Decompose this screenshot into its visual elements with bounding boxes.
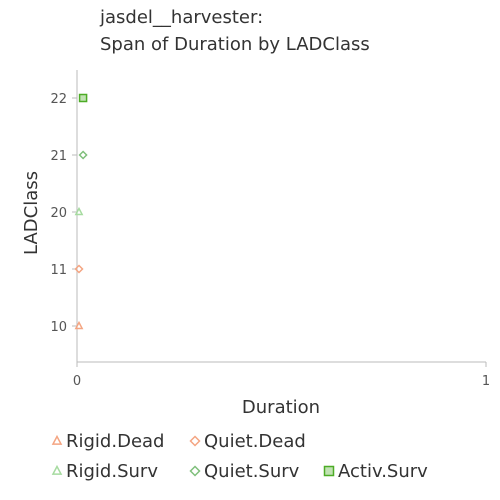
legend-marker [51,464,63,475]
y-tick-label: 20 [50,206,67,221]
chart-title: jasdel__harvester: Span of Duration by L… [99,7,370,55]
y-tick-label: 22 [50,92,67,107]
axes: 0 1 10 11 20 21 22 [50,70,490,389]
chart-title-line-1: jasdel__harvester: [99,7,263,28]
legend-marker [189,465,201,477]
legend-item[interactable]: Quiet.Surv [189,461,300,482]
y-tick-label: 21 [50,149,67,164]
legend-item[interactable]: Rigid.Surv [51,461,158,482]
data-point [74,206,84,216]
legend-marker [189,435,201,447]
data-point [74,320,84,330]
data-point [74,264,84,274]
x-tick-label: 1 [482,374,490,389]
data-point [78,150,88,160]
legend[interactable]: Rigid.Dead Quiet.Dead Rigid.Surv Quiet.Surv… [51,431,429,482]
legend-item[interactable]: Rigid.Dead [51,431,165,452]
data-marks [74,93,88,330]
legend-marker [323,465,335,477]
y-tick-label: 10 [50,320,67,335]
legend-item[interactable]: Activ.Surv [323,461,429,482]
legend-label: Quiet.Dead [204,431,306,452]
legend-marker [51,434,63,445]
legend-label: Rigid.Surv [66,461,158,482]
y-tick-label: 11 [50,263,67,278]
legend-item[interactable]: Quiet.Dead [189,431,306,452]
x-tick-label: 0 [73,374,81,389]
y-axis-label: LADClass [21,171,42,255]
legend-label: Activ.Surv [338,461,428,482]
legend-label: Quiet.Surv [204,461,300,482]
legend-label: Rigid.Dead [66,431,164,452]
x-axis-label: Duration [242,397,320,418]
chart-title-line-2: Span of Duration by LADClass [100,34,370,55]
data-point [78,93,88,103]
